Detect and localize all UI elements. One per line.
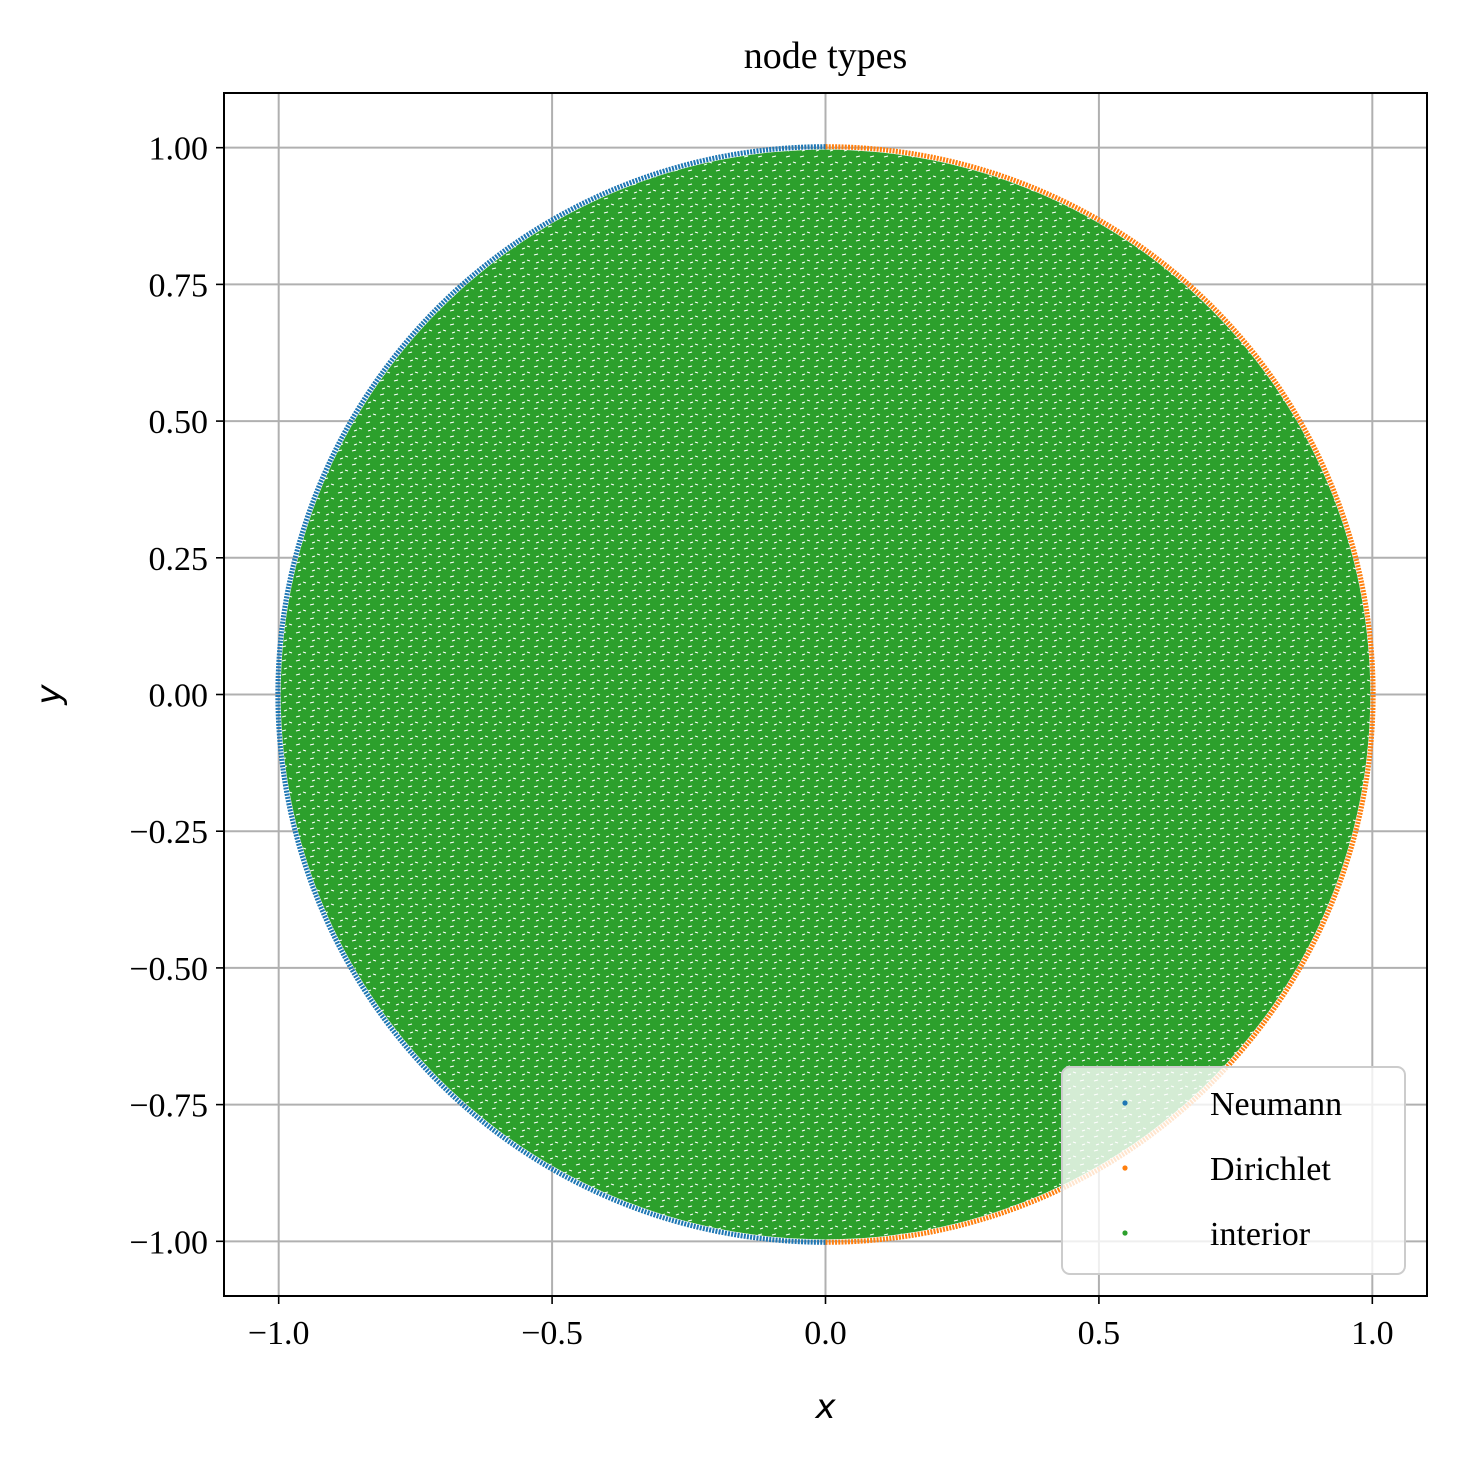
y-tick-label: −0.50: [129, 951, 208, 988]
interior-points: [280, 149, 1371, 1240]
y-tick-label: 1.00: [149, 131, 209, 168]
legend: Neumann Dirichlet interior: [1061, 1066, 1406, 1275]
boundary-points-neumann: [275, 144, 826, 1245]
legend-box: [1061, 1066, 1406, 1275]
legend-marker-dirichlet: [1122, 1165, 1128, 1171]
y-tick-label: 0.50: [149, 404, 209, 441]
x-tick-label: −0.5: [521, 1315, 583, 1352]
legend-label-interior: interior: [1210, 1216, 1311, 1253]
x-tick-label: −1.0: [248, 1315, 310, 1352]
x-tick-label: 0.0: [804, 1315, 847, 1352]
y-tick-label: 0.75: [149, 267, 209, 304]
legend-marker-interior: [1122, 1230, 1128, 1236]
x-axis-label: x: [814, 1387, 836, 1427]
chart-title: node types: [744, 35, 908, 77]
y-tick-label: 0.00: [149, 678, 209, 715]
y-axis-label: y: [29, 684, 69, 706]
x-tick-label: 1.0: [1351, 1315, 1394, 1352]
x-tick-label: 0.5: [1078, 1315, 1121, 1352]
legend-label-dirichlet: Dirichlet: [1210, 1151, 1331, 1188]
axis-ticks: −1.0 −0.5 0.0 0.5 1.0 1.00 0.75 0.50 0.25 0.00 −0.…: [129, 131, 1393, 1352]
legend-marker-neumann: [1122, 1100, 1128, 1106]
y-tick-label: −0.75: [129, 1088, 208, 1125]
y-tick-label: −1.00: [129, 1224, 208, 1261]
y-tick-label: −0.25: [129, 814, 208, 851]
y-tick-label: 0.25: [149, 541, 209, 578]
legend-label-neumann: Neumann: [1210, 1086, 1342, 1123]
